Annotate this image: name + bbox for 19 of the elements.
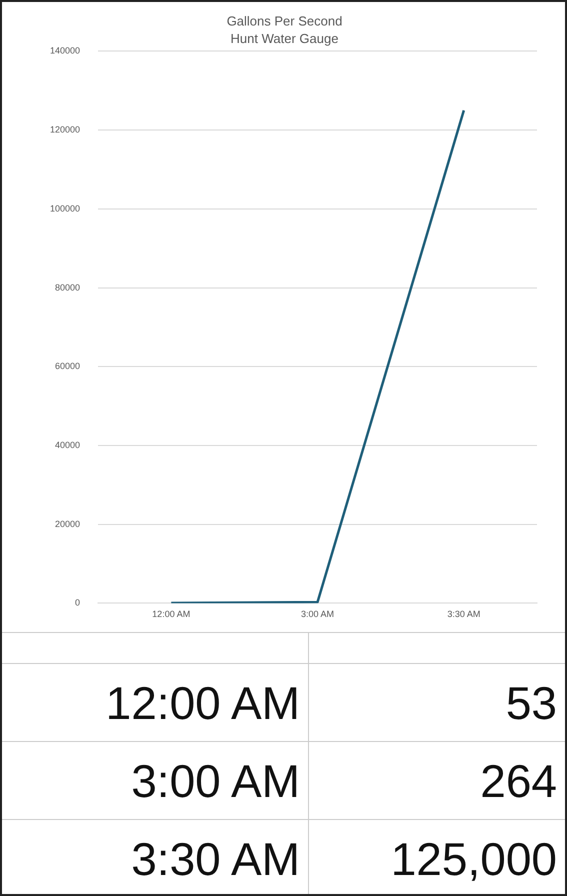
text: 125,000 xyxy=(390,832,557,884)
x-tick-label: 3:30 AM xyxy=(447,609,480,620)
x-tick-label: 3:00 AM xyxy=(301,609,334,620)
y-tick-label: 40000 xyxy=(55,440,80,450)
text: 53 xyxy=(506,676,557,728)
y-tick-label: 20000 xyxy=(55,518,80,529)
text: 264 xyxy=(480,754,557,806)
y-tick-label: 0 xyxy=(75,598,80,608)
chart-subtitle: Hunt Water Gauge xyxy=(230,30,338,46)
y-tick-label: 80000 xyxy=(55,282,80,292)
category-label: 12:00 AM xyxy=(106,676,300,728)
category-label: 3:30 AM xyxy=(131,832,300,884)
y-tick-label: 100000 xyxy=(50,203,80,214)
category-label: 3:00 AM xyxy=(131,754,300,806)
chart-title: Gallons Per Second xyxy=(226,13,342,28)
y-tick-label: 120000 xyxy=(50,124,80,135)
y-tick-label: 60000 xyxy=(55,361,80,372)
y-tick-label: 140000 xyxy=(50,46,80,56)
x-tick-label: 12:00 AM xyxy=(152,609,190,620)
